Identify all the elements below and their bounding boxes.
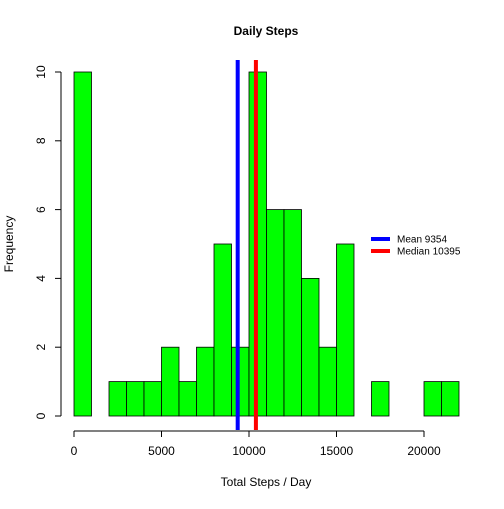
- histogram-bar: [196, 346, 215, 417]
- histogram-bar: [73, 71, 92, 417]
- histogram-bar: [318, 346, 337, 417]
- y-tick-label: 10: [34, 65, 48, 79]
- histogram-bar: [266, 209, 285, 417]
- histogram-bar: [423, 381, 442, 417]
- histogram-bar: [143, 381, 162, 417]
- chart-title: Daily Steps: [234, 24, 299, 38]
- histogram-bar: [441, 381, 460, 417]
- x-axis-label: Total Steps / Day: [221, 475, 312, 489]
- x-axis: 0 5000 10000 15000 20000: [71, 430, 441, 458]
- y-tick-label: 8: [34, 137, 48, 144]
- x-tick-label: 15000: [320, 444, 354, 458]
- histogram-bar: [126, 381, 145, 417]
- histogram-bar: [301, 277, 320, 417]
- histogram-bar: [371, 381, 390, 417]
- y-tick-label: 6: [34, 206, 48, 213]
- legend-label: Median 10395: [397, 247, 461, 258]
- histogram-bar: [213, 243, 232, 417]
- histogram-bar: [336, 243, 355, 417]
- y-tick-label: 0: [34, 412, 48, 419]
- y-axis-label: Frequency: [2, 216, 16, 273]
- reference-lines-group: [235, 60, 258, 430]
- histogram-bar: [231, 346, 250, 417]
- y-tick-label: 2: [34, 344, 48, 351]
- histogram-bar: [283, 209, 302, 417]
- y-axis: 0 2 4 6 8 10: [34, 65, 62, 419]
- histogram-bar: [108, 381, 127, 417]
- x-tick-label: 0: [71, 444, 78, 458]
- y-tick-label: 4: [34, 275, 48, 282]
- legend-label: Mean 9354: [397, 235, 447, 246]
- histogram-bar: [178, 381, 197, 417]
- x-tick-label: 5000: [148, 444, 175, 458]
- histogram-bar: [161, 346, 180, 417]
- x-tick-label: 10000: [232, 444, 266, 458]
- x-tick-label: 20000: [407, 444, 441, 458]
